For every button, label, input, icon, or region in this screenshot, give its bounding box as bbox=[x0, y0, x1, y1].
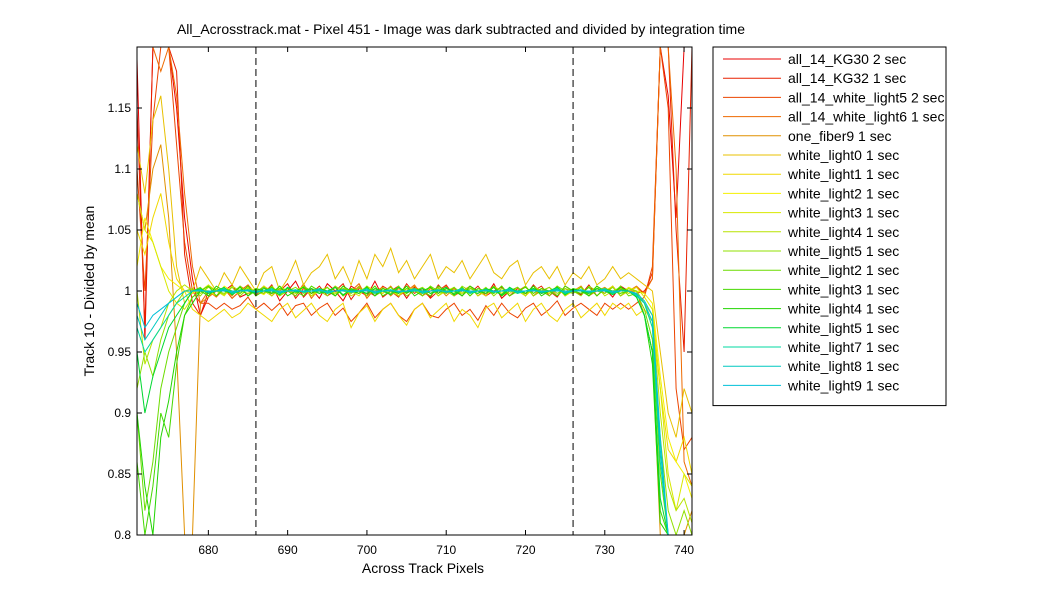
legend-entry-label: white_light2 1 sec bbox=[787, 262, 899, 278]
x-tick-label: 730 bbox=[595, 543, 615, 557]
legend-entry-label: one_fiber9 1 sec bbox=[788, 128, 892, 144]
y-tick-label: 1.1 bbox=[114, 162, 131, 176]
legend: all_14_KG30 2 sec all_14_KG32 1 sec all_14… bbox=[712, 46, 947, 407]
y-axis-ticks: 0.8 0.85 0.9 0.95 1 1.05 1.1 1.15 bbox=[108, 101, 692, 542]
x-axis-ticks: 680 690 700 710 720 730 740 bbox=[198, 47, 694, 557]
y-tick-label: 1.15 bbox=[108, 101, 132, 115]
x-tick-label: 740 bbox=[674, 543, 694, 557]
legend-entry-label: all_14_KG32 1 sec bbox=[788, 70, 906, 86]
x-tick-label: 710 bbox=[436, 543, 456, 557]
x-tick-label: 690 bbox=[278, 543, 298, 557]
legend-box bbox=[712, 46, 947, 407]
legend-entry-label: white_light7 1 sec bbox=[787, 339, 899, 355]
x-tick-label: 720 bbox=[515, 543, 535, 557]
legend-entry-label: white_light5 1 sec bbox=[787, 243, 899, 259]
legend-entry-label: white_light8 1 sec bbox=[787, 358, 899, 374]
y-tick-label: 0.8 bbox=[114, 528, 131, 542]
series-line-18 bbox=[137, 290, 692, 535]
y-tick-label: 0.95 bbox=[108, 345, 132, 359]
legend-entry-label: white_light5 1 sec bbox=[787, 320, 899, 336]
legend-entry-label: white_light3 1 sec bbox=[787, 281, 899, 297]
series-line-7 bbox=[137, 193, 692, 475]
legend-entry-label: white_light4 1 sec bbox=[787, 224, 899, 240]
series-line-6 bbox=[137, 95, 692, 438]
legend-entry-label: white_light2 1 sec bbox=[787, 185, 899, 201]
legend-entry-label: white_light9 1 sec bbox=[787, 377, 899, 393]
y-tick-label: 1.05 bbox=[108, 223, 132, 237]
vline-layer bbox=[255, 47, 574, 535]
legend-entry-label: all_14_white_light6 1 sec bbox=[788, 109, 944, 125]
y-tick-label: 0.9 bbox=[114, 406, 131, 420]
y-tick-label: 0.85 bbox=[108, 467, 132, 481]
series-layer bbox=[137, 47, 692, 535]
x-tick-label: 680 bbox=[198, 543, 218, 557]
x-tick-label: 700 bbox=[357, 543, 377, 557]
chart-title: All_Acrosstrack.mat - Pixel 451 - Image … bbox=[177, 21, 745, 37]
y-tick-label: 1 bbox=[124, 284, 131, 298]
legend-entry-label: white_light0 1 sec bbox=[787, 147, 899, 163]
x-axis-label: Across Track Pixels bbox=[362, 560, 484, 576]
legend-entry-label: white_light4 1 sec bbox=[787, 301, 899, 317]
y-axis-label: Track 10 - Divided by mean bbox=[81, 206, 97, 377]
legend-entry-label: all_14_KG30 2 sec bbox=[788, 51, 906, 67]
legend-entry-label: white_light3 1 sec bbox=[787, 205, 899, 221]
legend-entry-label: white_light1 1 sec bbox=[787, 166, 899, 182]
legend-entry-label: all_14_white_light5 2 sec bbox=[788, 89, 944, 105]
